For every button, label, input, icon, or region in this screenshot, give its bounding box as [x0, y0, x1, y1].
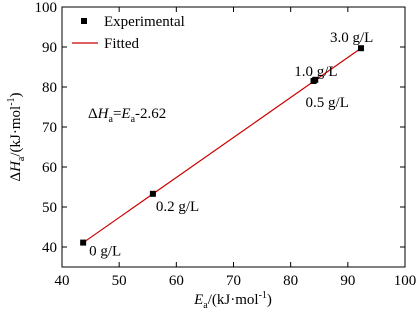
point-label: 0.5 g/L — [306, 95, 349, 111]
y-axis-label: ΔHa/(kJ·mol-1) — [6, 92, 27, 181]
data-point — [149, 190, 156, 197]
point-label: 0 g/L — [89, 244, 121, 260]
data-point — [357, 45, 364, 52]
legend-label: Fitted — [104, 36, 140, 52]
x-tick-label: 50 — [112, 273, 127, 289]
y-tick-label: 40 — [42, 240, 57, 256]
x-tick-label: 80 — [283, 273, 298, 289]
x-tick-label: 40 — [55, 273, 70, 289]
x-axis-label: Ea/(kJ·mol-1) — [193, 290, 272, 311]
data-point — [312, 76, 319, 83]
x-tick-label: 70 — [226, 273, 241, 289]
legend-marker — [81, 18, 87, 24]
y-tick-label: 50 — [42, 200, 57, 216]
annotation: ΔHa=Ea-2.62 — [88, 106, 166, 125]
x-tick-label: 60 — [169, 273, 184, 289]
y-tick-label: 60 — [42, 160, 57, 176]
y-tick-label: 70 — [42, 120, 57, 136]
x-tick-label: 100 — [394, 273, 417, 289]
data-point — [80, 239, 87, 246]
point-label: 3.0 g/L — [330, 30, 373, 46]
point-label: 0.2 g/L — [156, 199, 199, 215]
y-tick-label: 100 — [35, 0, 58, 16]
y-tick-label: 90 — [42, 40, 57, 56]
x-tick-label: 90 — [340, 273, 355, 289]
y-tick-label: 80 — [42, 80, 57, 96]
point-label: 1.0 g/L — [294, 64, 337, 80]
legend-label: Experimental — [104, 14, 185, 30]
